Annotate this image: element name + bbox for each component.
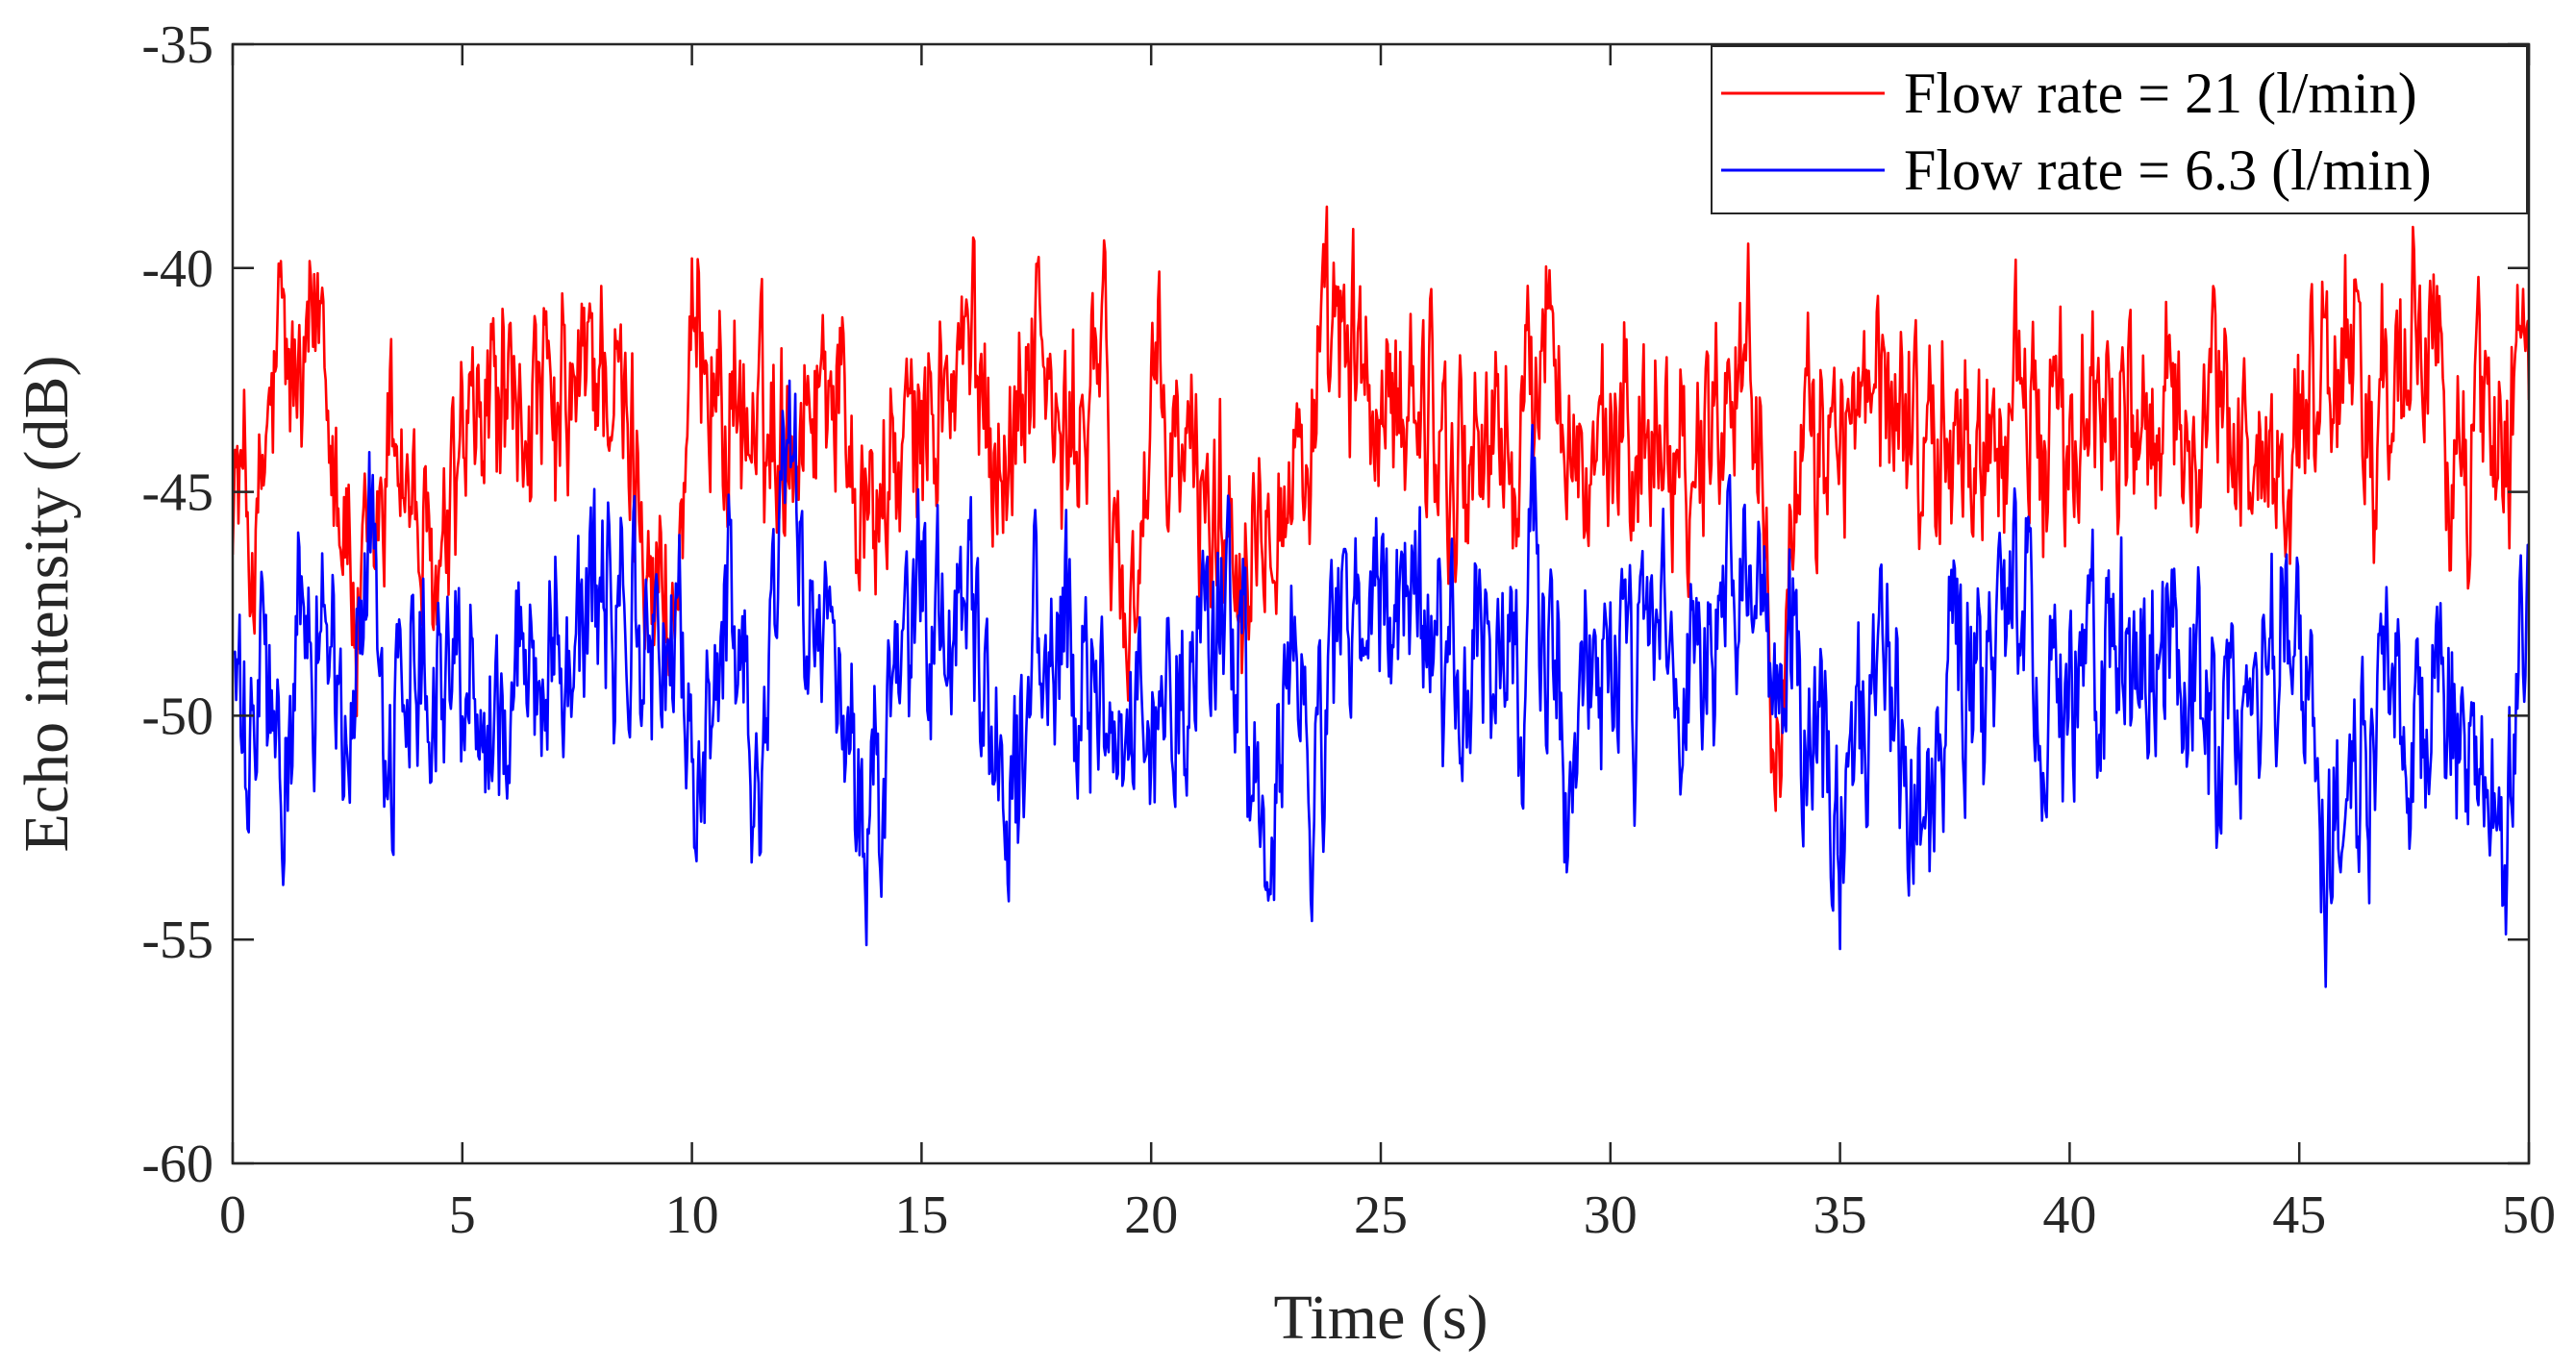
x-tick-label: 20 [1124, 1185, 1178, 1245]
y-axis-ticks: -60 -55 -50 -45 -40 -35 [141, 15, 2529, 1194]
series-layer [233, 205, 2529, 988]
series-line-flow-6-3 [233, 379, 2529, 988]
x-tick-label: 40 [2042, 1185, 2096, 1245]
x-axis-ticks: 0 5 10 15 20 25 30 35 40 45 50 [219, 44, 2556, 1245]
y-axis-label: Echo intensity (dB) [12, 356, 82, 853]
x-tick-label: 15 [894, 1185, 948, 1245]
y-tick-label: -45 [141, 463, 213, 523]
y-tick-label: -55 [141, 911, 213, 970]
legend: Flow rate = 21 (l/min) Flow rate = 6.3 (… [1711, 45, 2528, 214]
legend-box [1711, 45, 2528, 214]
x-tick-label: 25 [1354, 1185, 1408, 1245]
x-tick-label: 10 [665, 1185, 719, 1245]
y-tick-label: -40 [141, 239, 213, 299]
x-tick-label: 50 [2502, 1185, 2556, 1245]
y-tick-label: -50 [141, 686, 213, 746]
series-line-flow-21 [233, 205, 2529, 812]
legend-label-flow-21: Flow rate = 21 (l/min) [1904, 62, 2417, 125]
x-tick-label: 35 [1813, 1185, 1867, 1245]
y-tick-label: -35 [141, 15, 213, 75]
x-tick-label: 45 [2272, 1185, 2326, 1245]
x-tick-label: 5 [449, 1185, 476, 1245]
y-tick-label: -60 [141, 1135, 213, 1194]
x-tick-label: 30 [1584, 1185, 1638, 1245]
legend-label-flow-6-3: Flow rate = 6.3 (l/min) [1904, 138, 2432, 202]
x-axis-label: Time (s) [1273, 1283, 1488, 1353]
x-tick-label: 0 [219, 1185, 246, 1245]
